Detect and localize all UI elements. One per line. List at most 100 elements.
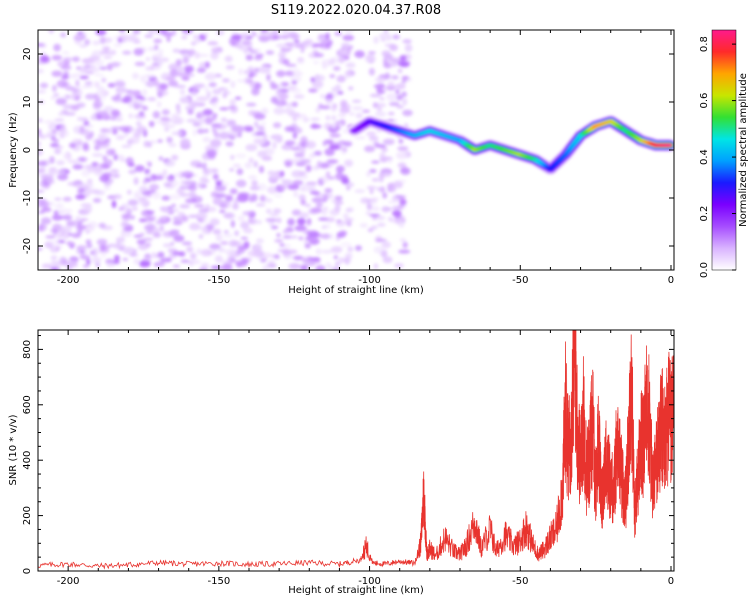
noise-blob bbox=[211, 115, 217, 121]
noise-blob bbox=[62, 57, 73, 61]
noise-blob bbox=[290, 88, 301, 94]
noise-blob bbox=[257, 183, 267, 191]
noise-blob bbox=[66, 220, 76, 227]
noise-blob bbox=[112, 194, 122, 200]
noise-blob bbox=[211, 100, 218, 109]
noise-blob bbox=[222, 213, 234, 218]
noise-blob bbox=[69, 142, 77, 149]
noise-blob bbox=[209, 218, 220, 226]
noise-blob bbox=[296, 142, 302, 148]
noise-blob bbox=[369, 199, 377, 206]
noise-blob bbox=[188, 184, 198, 192]
noise-blob bbox=[38, 223, 44, 232]
noise-blob bbox=[369, 169, 377, 173]
noise-blob bbox=[51, 54, 62, 61]
heatmap-frame bbox=[37, 29, 675, 271]
noise-blob bbox=[216, 30, 225, 36]
noise-blob bbox=[232, 164, 241, 168]
noise-blob bbox=[394, 263, 404, 268]
noise-blob bbox=[79, 125, 85, 133]
noise-blob bbox=[324, 188, 333, 193]
noise-blob bbox=[338, 56, 346, 64]
noise-blob bbox=[75, 215, 82, 222]
noise-blob bbox=[379, 186, 386, 193]
noise-blob bbox=[392, 34, 400, 40]
noise-blob bbox=[203, 32, 208, 38]
noise-blob bbox=[391, 75, 399, 80]
noise-blob bbox=[275, 43, 287, 48]
noise-blob bbox=[398, 221, 405, 228]
noise-blob bbox=[225, 248, 236, 256]
noise-blob bbox=[72, 164, 84, 170]
noise-blob bbox=[312, 83, 323, 91]
noise-blob bbox=[284, 126, 296, 132]
noise-blob bbox=[334, 84, 342, 93]
noise-blob bbox=[110, 95, 120, 101]
noise-blob bbox=[50, 202, 55, 206]
noise-blob bbox=[254, 82, 262, 90]
noise-blob bbox=[331, 199, 336, 203]
noise-blob bbox=[77, 86, 87, 89]
noise-blob bbox=[397, 162, 407, 169]
noise-blob bbox=[101, 77, 107, 83]
noise-blob bbox=[301, 113, 306, 118]
noise-blob bbox=[218, 131, 231, 140]
noise-blob bbox=[188, 214, 198, 218]
noise-blob bbox=[368, 67, 375, 76]
noise-blob bbox=[204, 86, 209, 92]
heatmap-x-ticks: -200 -150 -100 -50 0 bbox=[37, 30, 674, 286]
noise-blob bbox=[177, 58, 183, 67]
noise-blob bbox=[67, 182, 79, 186]
noise-blob bbox=[155, 120, 165, 124]
noise-blob bbox=[70, 93, 82, 101]
noise-blob bbox=[50, 96, 56, 100]
noise-blob bbox=[270, 134, 283, 141]
noise-blob bbox=[40, 217, 52, 225]
noise-blob bbox=[38, 140, 41, 147]
noise-blob bbox=[84, 205, 93, 214]
noise-blob bbox=[91, 153, 104, 157]
noise-blob bbox=[172, 220, 183, 226]
noise-blob bbox=[175, 103, 181, 111]
noise-blob bbox=[235, 153, 247, 159]
noise-blob bbox=[124, 34, 137, 42]
heatmap-content bbox=[38, 30, 674, 270]
noise-blob bbox=[100, 251, 107, 258]
noise-blob bbox=[115, 236, 126, 243]
noise-blob bbox=[261, 107, 269, 115]
noise-blob bbox=[311, 197, 323, 203]
noise-blob bbox=[193, 83, 206, 88]
noise-blob bbox=[368, 136, 379, 141]
noise-blob bbox=[282, 235, 293, 239]
noise-blob bbox=[60, 65, 72, 71]
noise-blob bbox=[56, 79, 68, 88]
noise-blob bbox=[230, 220, 235, 228]
noise-blob bbox=[131, 206, 138, 211]
heatmap-x-tick-label: -150 bbox=[208, 275, 231, 286]
snr-y-tick-label: 200 bbox=[22, 506, 33, 525]
noise-blob bbox=[135, 121, 142, 127]
noise-blob bbox=[280, 170, 285, 177]
noise-blob bbox=[114, 254, 120, 262]
noise-blob bbox=[243, 69, 249, 75]
noise-blob bbox=[166, 36, 171, 43]
noise-blob bbox=[53, 210, 59, 216]
noise-blob bbox=[106, 148, 116, 156]
noise-blob bbox=[202, 162, 207, 171]
noise-blob bbox=[60, 216, 73, 220]
noise-blob bbox=[293, 255, 304, 260]
noise-blob bbox=[238, 68, 243, 75]
noise-blob bbox=[284, 160, 292, 168]
noise-blob bbox=[54, 197, 62, 201]
noise-blob bbox=[375, 238, 387, 242]
noise-blob bbox=[243, 227, 253, 234]
noise-blob bbox=[161, 57, 170, 62]
noise-blob bbox=[223, 230, 229, 234]
heatmap-x-tick-label: 0 bbox=[668, 275, 674, 286]
noise-blob bbox=[315, 107, 321, 113]
noise-blob bbox=[279, 243, 285, 247]
noise-blob bbox=[113, 43, 123, 48]
noise-blob bbox=[388, 101, 400, 107]
heatmap-y-tick-label: 20 bbox=[22, 48, 33, 61]
noise-blob bbox=[171, 154, 179, 161]
